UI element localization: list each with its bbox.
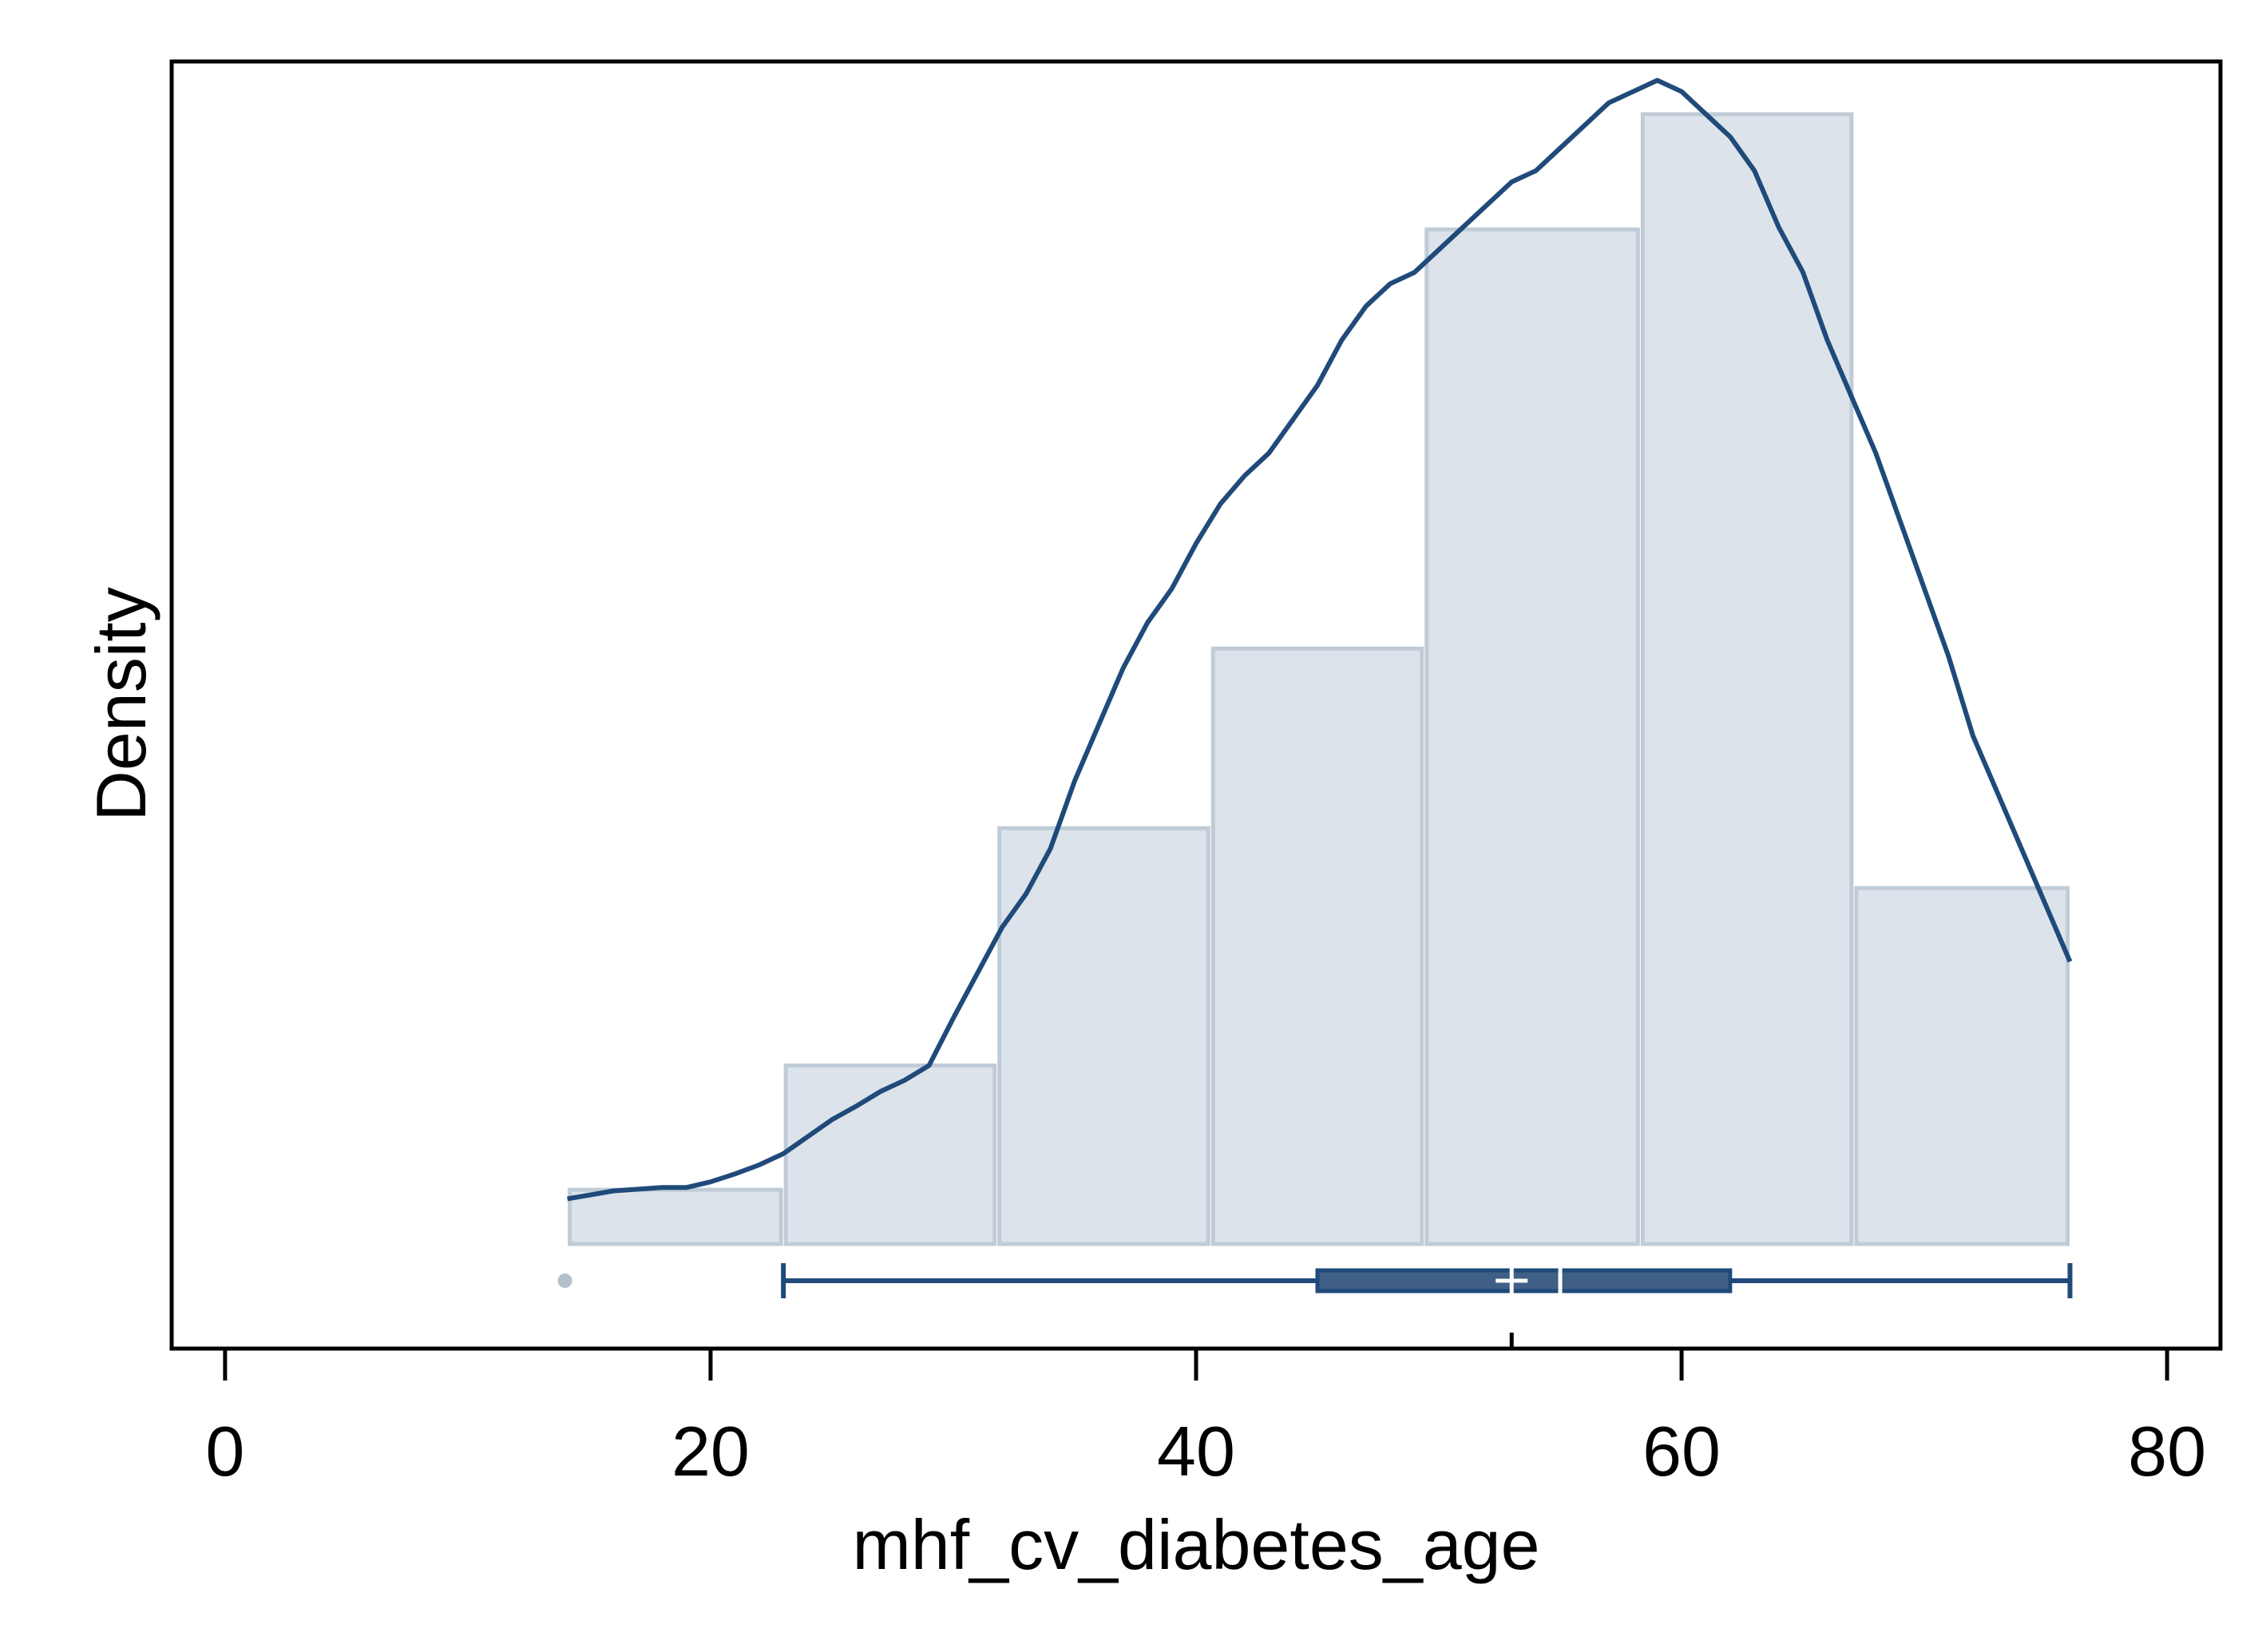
histogram-bar bbox=[1640, 112, 1854, 1246]
density-curve-layer bbox=[567, 77, 2073, 1202]
x-axis-tick-label: 60 bbox=[1642, 1412, 1721, 1491]
histogram-bar bbox=[1210, 646, 1424, 1246]
x-axis-tick-label: 20 bbox=[671, 1412, 750, 1491]
histogram-bar bbox=[1424, 227, 1640, 1246]
histogram-bar bbox=[568, 1187, 783, 1246]
y-axis-label: Density bbox=[81, 587, 160, 821]
x-axis-tick-label: 0 bbox=[205, 1412, 244, 1491]
density-curve bbox=[567, 77, 2073, 1202]
x-axis-tick-label: 80 bbox=[2128, 1412, 2206, 1491]
histogram-bar bbox=[783, 1063, 997, 1246]
histogram-bars bbox=[568, 112, 2070, 1246]
boxplot bbox=[557, 1263, 2073, 1349]
boxplot-outlier bbox=[557, 1274, 572, 1288]
x-axis-label: mhf_cv_diabetes_age bbox=[852, 1505, 1539, 1584]
histogram-bar bbox=[1854, 885, 2070, 1246]
x-axis-ticks: 0 20 40 60 80 bbox=[205, 1349, 2206, 1491]
x-axis-tick-label: 40 bbox=[1157, 1412, 1235, 1491]
histogram-bar bbox=[997, 826, 1210, 1246]
